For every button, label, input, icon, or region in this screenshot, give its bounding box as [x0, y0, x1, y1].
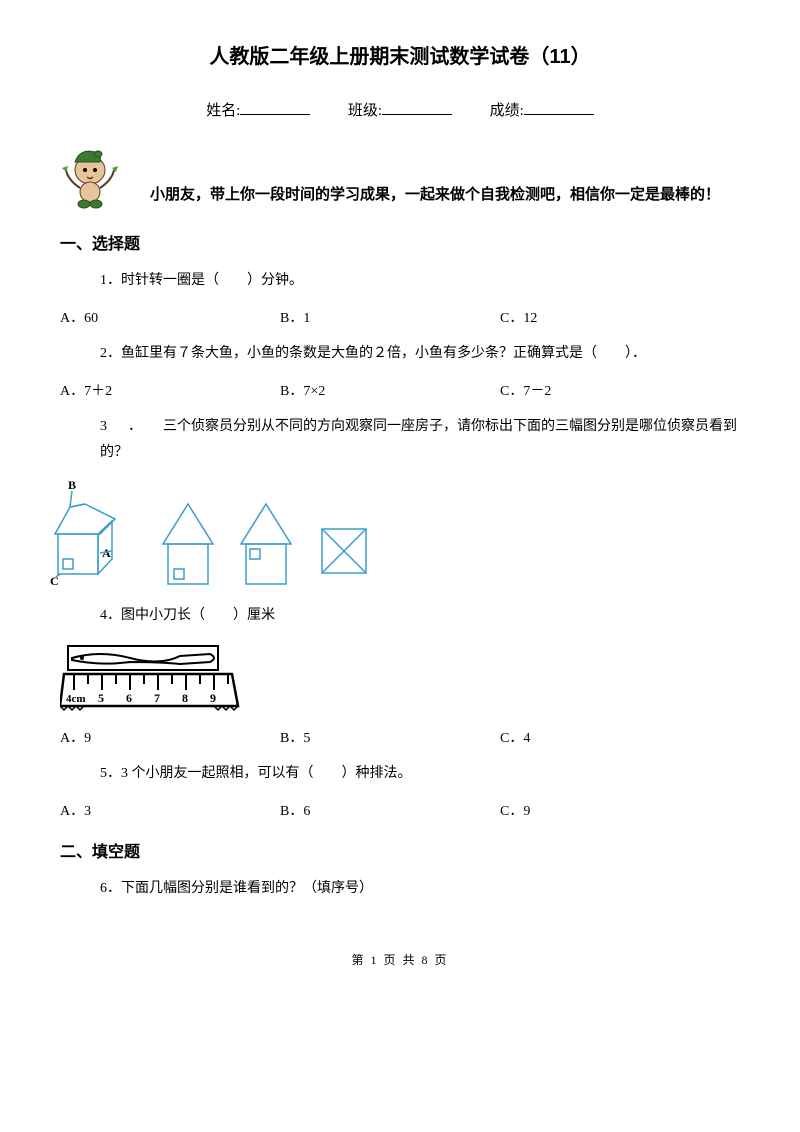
- svg-text:B: B: [68, 479, 76, 492]
- q5-option-a: A．3: [60, 800, 280, 820]
- section-1-header: 一、选择题: [60, 230, 740, 254]
- question-1-options: A．60 B．1 C．12: [60, 307, 740, 327]
- q1-option-c: C．12: [500, 307, 700, 327]
- ruler-9: 9: [210, 691, 216, 705]
- section-2-header: 二、填空题: [60, 838, 740, 862]
- question-5-options: A．3 B．6 C．9: [60, 800, 740, 820]
- q5-option-c: C．9: [500, 800, 700, 820]
- name-blank[interactable]: [240, 100, 310, 115]
- question-5: 5．3 个小朋友一起照相，可以有（ ）种排法。: [100, 761, 740, 786]
- q5-option-b: B．6: [280, 800, 500, 820]
- q3-text: 三个侦察员分别从不同的方向观察同一座房子，请你标出下面的三幅图分别是哪位侦察员看…: [100, 419, 737, 459]
- ruler-6: 6: [126, 691, 132, 705]
- score-label: 成绩:: [490, 103, 524, 119]
- mascot-icon: [60, 140, 120, 210]
- ruler-5: 5: [98, 691, 104, 705]
- question-6: 6．下面几幅图分别是谁看到的？（填序号）: [100, 876, 740, 901]
- q1-option-a: A．60: [60, 307, 280, 327]
- q4-option-c: C．4: [500, 727, 700, 747]
- student-info-line: 姓名: 班级: 成绩:: [60, 99, 740, 120]
- question-2: 2．鱼缸里有７条大鱼，小鱼的条数是大鱼的２倍，小鱼有多少条？正确算式是（ ）．: [100, 341, 740, 366]
- question-3: 3 ． 三个侦察员分别从不同的方向观察同一座房子，请你标出下面的三幅图分别是哪位…: [100, 414, 740, 464]
- class-blank[interactable]: [382, 100, 452, 115]
- ruler-8: 8: [182, 691, 188, 705]
- q2-option-b: B．7×2: [280, 380, 500, 400]
- q2-option-c: C．7－2: [500, 380, 700, 400]
- houses-diagram: B A C: [50, 479, 740, 589]
- question-4-options: A．9 B．5 C．4: [60, 727, 740, 747]
- q4-option-b: B．5: [280, 727, 500, 747]
- ruler-7: 7: [154, 691, 160, 705]
- name-label: 姓名:: [206, 103, 240, 119]
- question-4: 4．图中小刀长（ ）厘米: [100, 603, 740, 628]
- q3-number: 3: [100, 419, 107, 434]
- score-blank[interactable]: [524, 100, 594, 115]
- q3-dot: ．: [128, 419, 142, 434]
- page-footer: 第 1 页 共 8 页: [60, 951, 740, 968]
- q1-option-b: B．1: [280, 307, 500, 327]
- class-label: 班级:: [348, 103, 382, 119]
- question-2-options: A．7＋2 B．7×2 C．7－2: [60, 380, 740, 400]
- question-1: 1．时针转一圈是（ ）分钟。: [100, 268, 740, 293]
- q4-option-a: A．9: [60, 727, 280, 747]
- ruler-4cm: 4cm: [66, 693, 86, 705]
- ruler-diagram: 4cm 5 6 7 8 9: [60, 642, 740, 717]
- encourage-text: 小朋友，带上你一段时间的学习成果，一起来做个自我检测吧，相信你一定是最棒的！: [150, 183, 720, 210]
- q2-option-a: A．7＋2: [60, 380, 280, 400]
- page-title: 人教版二年级上册期末测试数学试卷（11）: [60, 40, 740, 69]
